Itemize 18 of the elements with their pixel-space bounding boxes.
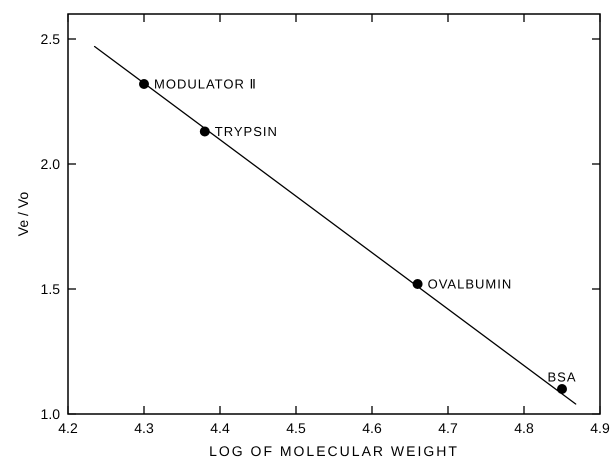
y-tick-label: 2.5 xyxy=(40,30,60,47)
y-tick-label: 1.5 xyxy=(40,280,60,297)
annotation: TRYPSIN xyxy=(214,124,278,140)
x-tick-label: 4.6 xyxy=(362,420,382,436)
x-tick-label: 4.2 xyxy=(58,420,78,436)
y-axis-title: Ve / Vo xyxy=(15,192,31,236)
x-tick-label: 4.3 xyxy=(134,420,154,436)
annotation: MODULATOR Ⅱ xyxy=(154,76,257,92)
x-axis-title: LOG OF MOLECULAR WEIGHT xyxy=(209,443,459,459)
x-tick-label: 4.8 xyxy=(514,420,534,436)
y-tick-label: 2.0 xyxy=(40,156,60,172)
x-tick-label: 4.7 xyxy=(438,420,458,436)
x-tick-label: 4.4 xyxy=(210,420,230,436)
x-tick-label: 4.5 xyxy=(286,420,306,436)
annotation: OVALBUMIN xyxy=(428,276,512,292)
annotation: BSA xyxy=(547,370,577,385)
y-tick-label: 1.0 xyxy=(40,406,60,422)
x-tick-label: 4.9 xyxy=(590,420,610,436)
